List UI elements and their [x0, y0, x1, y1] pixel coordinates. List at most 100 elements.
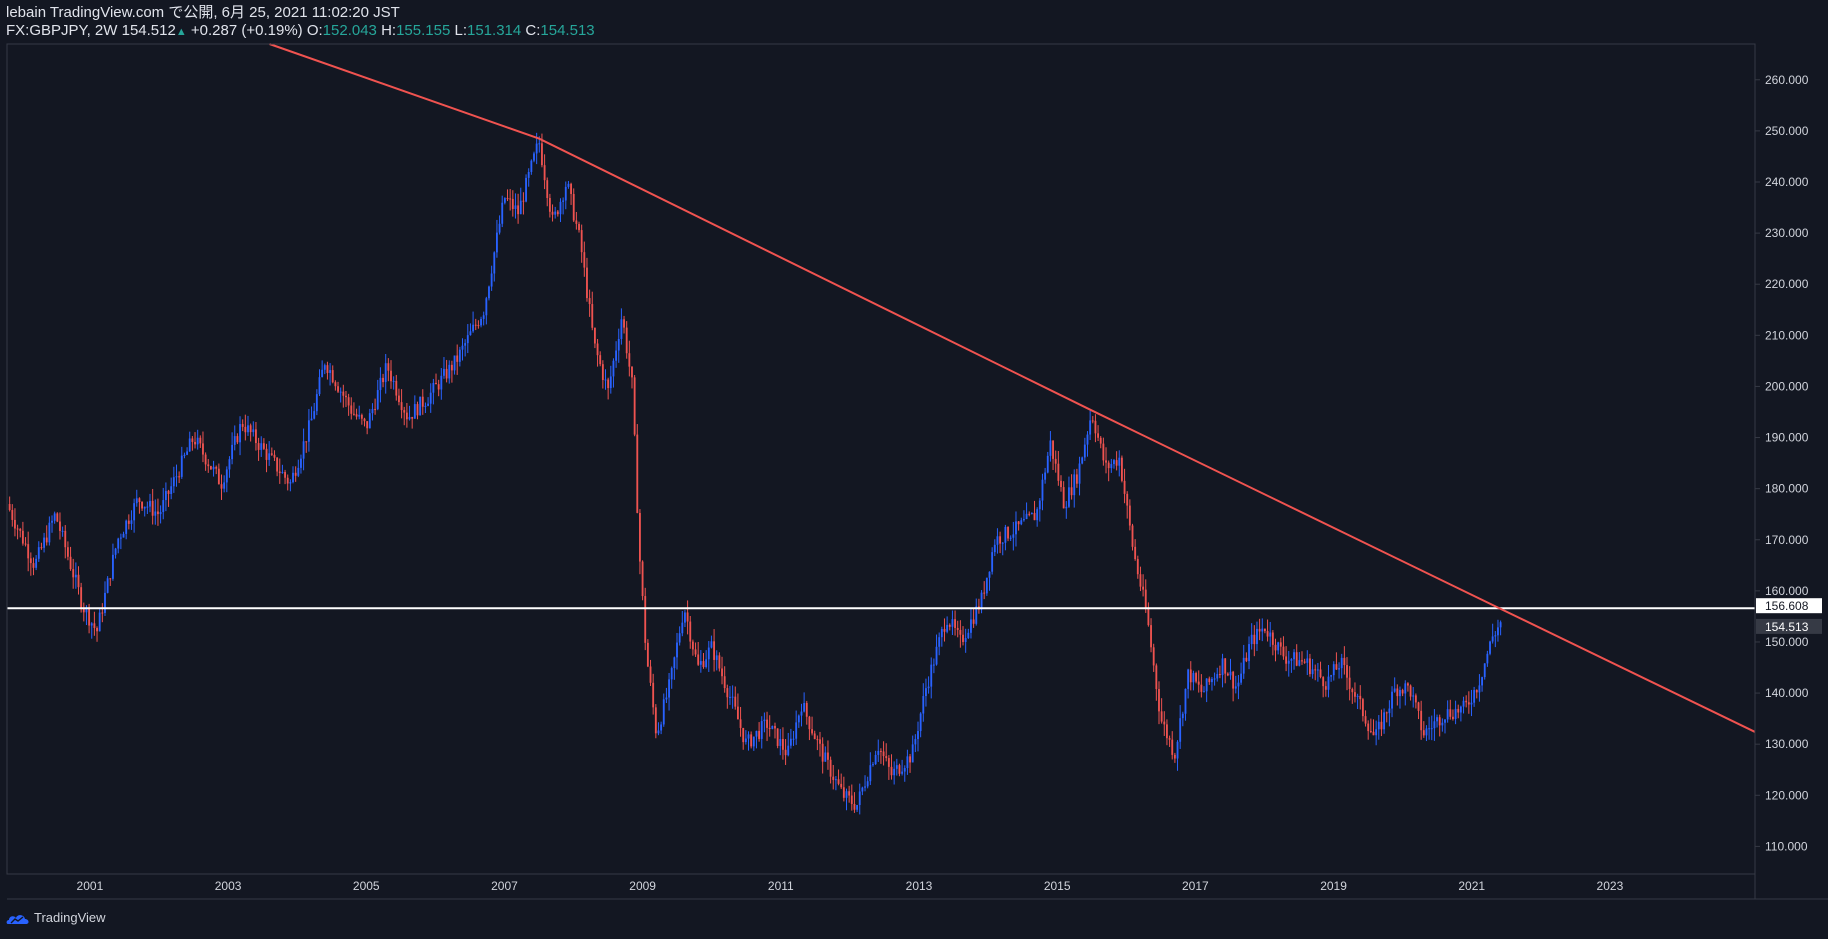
candle-body: [898, 765, 901, 774]
candle-body: [604, 379, 607, 381]
y-tick-label: 130.000: [1765, 737, 1809, 751]
candle-body: [109, 578, 112, 580]
candle-body: [1213, 678, 1216, 680]
candle-body: [1335, 664, 1338, 670]
candle-body: [948, 624, 951, 627]
candle-body: [673, 657, 676, 669]
candle-body: [1123, 480, 1126, 494]
candle-body: [1375, 729, 1378, 736]
y-tick-label: 200.000: [1765, 379, 1809, 393]
candle-body: [511, 198, 514, 209]
candle-body: [925, 688, 927, 697]
candle-body: [779, 738, 782, 746]
candle-body: [268, 453, 271, 460]
y-tick-label: 210.000: [1765, 328, 1809, 342]
candle-body: [278, 471, 281, 474]
candle-body: [90, 623, 93, 626]
symbol-label[interactable]: FX:GBPJPY, 2W: [6, 22, 118, 39]
candle-body: [1383, 712, 1386, 730]
candle-body: [64, 530, 67, 548]
candle-body: [1499, 622, 1502, 628]
candle-body: [228, 459, 231, 470]
candle-body: [1094, 420, 1097, 434]
y-tick-label: 180.000: [1765, 482, 1809, 496]
high-label: H:: [381, 22, 397, 39]
candle-body: [586, 267, 588, 299]
candle-body: [435, 382, 437, 385]
candle-body: [1168, 738, 1171, 740]
candle-body: [1309, 658, 1311, 675]
candle-body: [734, 696, 737, 707]
candle-body: [162, 500, 165, 513]
candle-body: [443, 368, 445, 376]
candle-body: [127, 520, 130, 524]
candle-body: [1295, 652, 1298, 666]
candle-body: [1444, 719, 1446, 723]
candle-body: [1242, 657, 1245, 674]
candle-body: [1348, 677, 1351, 689]
candle-body: [88, 608, 91, 626]
candle-body: [1473, 690, 1476, 703]
last-price: 154.512: [121, 22, 176, 39]
candle-body: [1062, 487, 1065, 509]
candle-body: [154, 511, 157, 516]
candle-body: [1287, 660, 1290, 664]
candle-body: [1399, 690, 1401, 697]
candle-body: [575, 220, 578, 224]
candle-body: [893, 768, 896, 776]
candle-body: [21, 530, 24, 544]
candle-body: [220, 484, 223, 489]
candle-body: [1120, 457, 1123, 481]
candle-body: [752, 736, 755, 747]
candle-body: [196, 437, 199, 445]
candle-body: [885, 756, 888, 759]
trend-line[interactable]: [269, 43, 1756, 733]
tradingview-footer[interactable]: TradingView: [6, 910, 106, 925]
candle-body: [1163, 721, 1166, 725]
candle-body: [233, 436, 236, 445]
candle-body: [236, 436, 239, 443]
candle-body: [413, 404, 416, 419]
candle-body: [787, 745, 790, 756]
candle-body: [1361, 699, 1364, 717]
candle-body: [8, 503, 11, 511]
candle-body: [853, 803, 856, 810]
candle-body: [400, 402, 403, 411]
candle-body: [837, 779, 840, 784]
candle-body: [834, 779, 837, 781]
candle-body: [474, 324, 477, 326]
candle-body: [403, 410, 406, 413]
high-value: 155.155: [396, 22, 451, 39]
candle-body: [352, 413, 355, 415]
candle-body: [1428, 728, 1431, 730]
x-tick-label: 2013: [906, 879, 933, 893]
candle-body: [1478, 685, 1481, 693]
candle-body: [85, 608, 88, 613]
candle-body: [421, 396, 424, 407]
ohlc-legend[interactable]: FX:GBPJPY, 2W 154.512▲ +0.287 (+0.19%) O…: [6, 22, 595, 41]
candle-body: [1263, 628, 1266, 632]
candle-body: [1203, 691, 1205, 693]
candle-body: [1277, 642, 1280, 651]
candle-body: [906, 756, 909, 769]
candle-body: [1152, 647, 1155, 666]
candle-body: [1023, 519, 1025, 521]
candle-body: [45, 537, 48, 543]
publish-info: lebain TradingView.com で公開, 6月 25, 2021 …: [6, 4, 400, 21]
candle-body: [419, 396, 422, 416]
candle-body: [1385, 712, 1388, 714]
candle-body: [204, 454, 207, 465]
candle-body: [307, 420, 310, 442]
candle-body: [588, 298, 591, 305]
candle-body: [1128, 505, 1131, 526]
candle-body: [1441, 722, 1444, 726]
candle-body: [458, 349, 461, 362]
candle-body: [276, 457, 279, 472]
candle-body: [1324, 686, 1327, 690]
candle-body: [456, 355, 459, 362]
candle-body: [82, 607, 85, 613]
candle-body: [1054, 458, 1057, 464]
y-tick-label: 120.000: [1765, 788, 1809, 802]
candle-body: [742, 727, 745, 743]
